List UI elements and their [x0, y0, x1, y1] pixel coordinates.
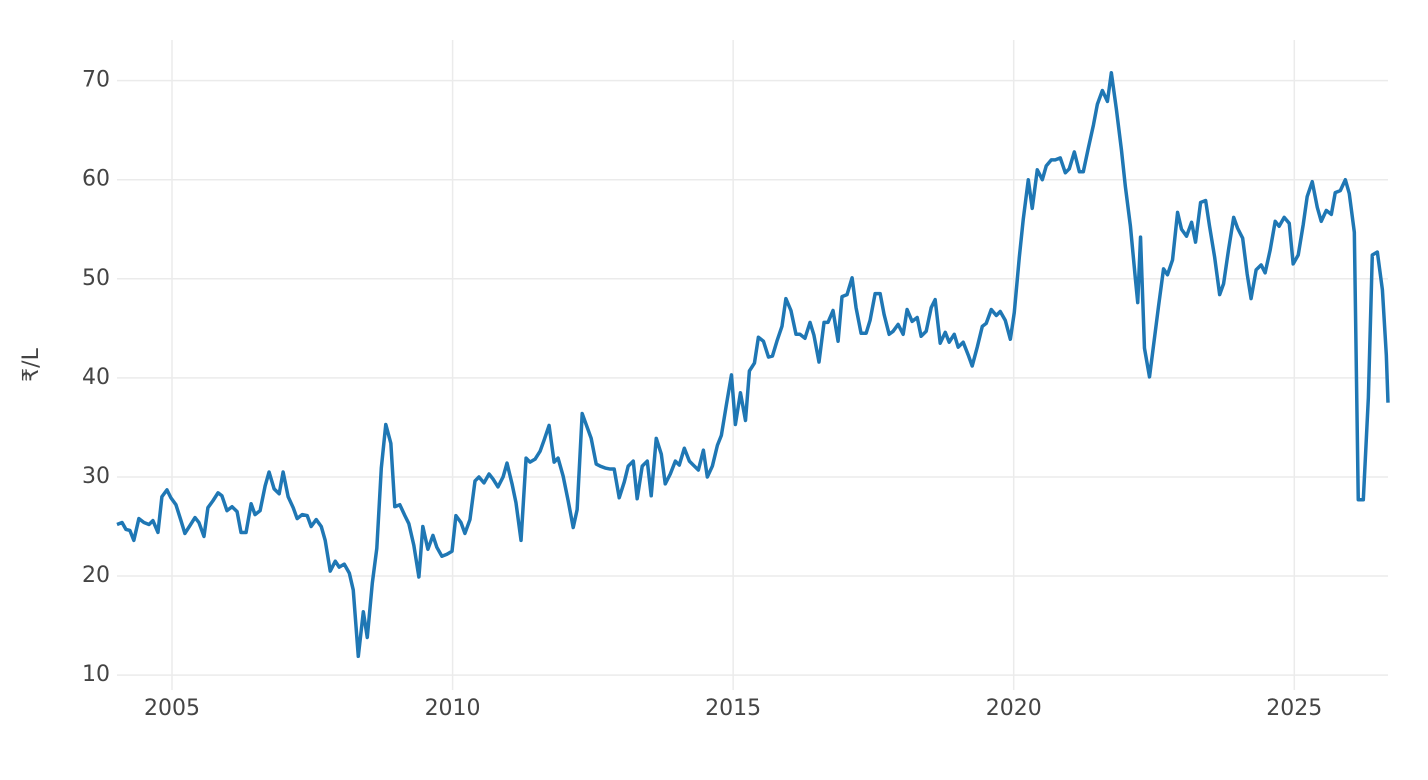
grid	[117, 40, 1388, 690]
y-tick-label: 70	[82, 68, 110, 93]
y-tick-label: 20	[82, 563, 110, 588]
y-tick-label: 10	[82, 662, 110, 687]
y-tick-label: 40	[82, 365, 110, 390]
y-tick-label: 60	[82, 167, 110, 192]
y-axis-label: ₹/L	[19, 347, 44, 381]
y-tick-label: 30	[82, 464, 110, 489]
line-series	[116, 70, 1390, 659]
x-tick-label: 2015	[705, 696, 761, 721]
x-tick-label: 2010	[425, 696, 481, 721]
x-tick-label: 2020	[986, 696, 1042, 721]
y-tick-label: 50	[82, 266, 110, 291]
x-tick-label: 2025	[1266, 696, 1322, 721]
x-tick-label: 2005	[144, 696, 200, 721]
